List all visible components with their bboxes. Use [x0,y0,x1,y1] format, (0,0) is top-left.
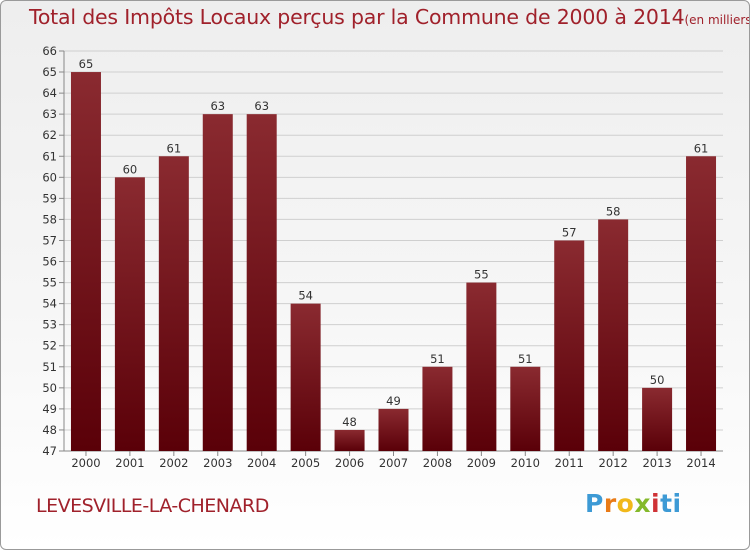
proxiti-logo[interactable]: Proxiti [585,489,682,518]
y-tick-label: 48 [42,423,57,437]
logo-letter: o [616,489,635,518]
bar [466,282,497,451]
y-tick-label: 58 [42,212,57,226]
x-tick-label: 2008 [423,456,452,470]
x-tick-label: 2012 [599,456,628,470]
y-tick-label: 53 [42,318,57,332]
y-tick-label: 59 [42,191,57,205]
data-label: 63 [210,99,225,113]
x-tick-label: 2003 [203,456,232,470]
y-tick-label: 56 [42,255,57,269]
y-tick-label: 61 [42,149,57,163]
logo-letter: ti [660,489,682,518]
bars [70,72,717,451]
data-label: 61 [694,141,709,155]
logo-letter: x [634,489,651,518]
bar [554,240,585,451]
x-tick-label: 2001 [115,456,144,470]
value-labels: 65 60 61 63 63 54 48 49 51 55 51 57 58 50 61 [79,57,709,429]
y-tick-label: 57 [42,233,57,247]
y-tick-label: 54 [42,297,57,311]
x-tick-label: 2006 [335,456,364,470]
commune-name: LEVESVILLE-LA-CHENARD [36,495,269,517]
chart-subtitle: (en milliers d'€) [684,13,750,27]
data-label: 51 [518,352,533,366]
bar [290,303,321,451]
data-label: 63 [254,99,269,113]
y-tick-label: 51 [42,360,57,374]
y-tick-label: 52 [42,339,57,353]
y-tick-label: 50 [42,381,57,395]
bar [642,387,673,451]
bar [334,429,365,451]
bar [378,408,409,451]
y-tick-label: 55 [42,276,57,290]
x-tick-label: 2011 [555,456,584,470]
data-label: 58 [606,204,621,218]
bar [158,156,189,451]
data-label: 61 [167,141,182,155]
x-tick-label: 2004 [247,456,276,470]
bar [70,72,101,451]
data-label: 50 [650,373,665,387]
chart-title-text: Total des Impôts Locaux perçus par la Co… [29,5,685,29]
data-label: 54 [298,289,313,303]
bar [114,177,145,451]
bar [598,219,629,451]
bar [422,366,453,451]
y-tick-label: 66 [42,44,57,58]
x-tick-label: 2002 [159,456,188,470]
axes: 47 48 49 50 51 52 53 54 55 56 57 58 59 60 61 62 63 64 65 66… [42,44,723,470]
x-tick-label: 2000 [71,456,100,470]
data-label: 49 [386,394,401,408]
x-tick-label: 2007 [379,456,408,470]
data-label: 55 [474,268,489,282]
data-label: 60 [123,162,138,176]
x-tick-label: 2005 [291,456,320,470]
bar [246,114,277,451]
y-tick-label: 60 [42,170,57,184]
y-tick-label: 63 [42,107,57,121]
data-label: 57 [562,225,577,239]
y-tick-label: 64 [42,86,57,100]
x-tick-label: 2013 [642,456,671,470]
bar [202,114,233,451]
data-label: 48 [342,415,357,429]
data-label: 51 [430,352,445,366]
logo-letter: P [585,489,604,518]
y-tick-label: 65 [42,65,57,79]
y-tick-label: 49 [42,402,57,416]
y-tick-label: 47 [42,444,57,458]
chart-title: Total des Impôts Locaux perçus par la Co… [29,5,750,29]
x-tick-label: 2010 [511,456,540,470]
x-tick-label: 2014 [686,456,715,470]
y-tick-label: 62 [42,128,57,142]
bar [510,366,541,451]
logo-letter: r [603,489,617,518]
data-label: 65 [79,57,94,71]
bar [686,156,717,451]
x-tick-label: 2009 [467,456,496,470]
logo-letter: i [651,489,661,518]
